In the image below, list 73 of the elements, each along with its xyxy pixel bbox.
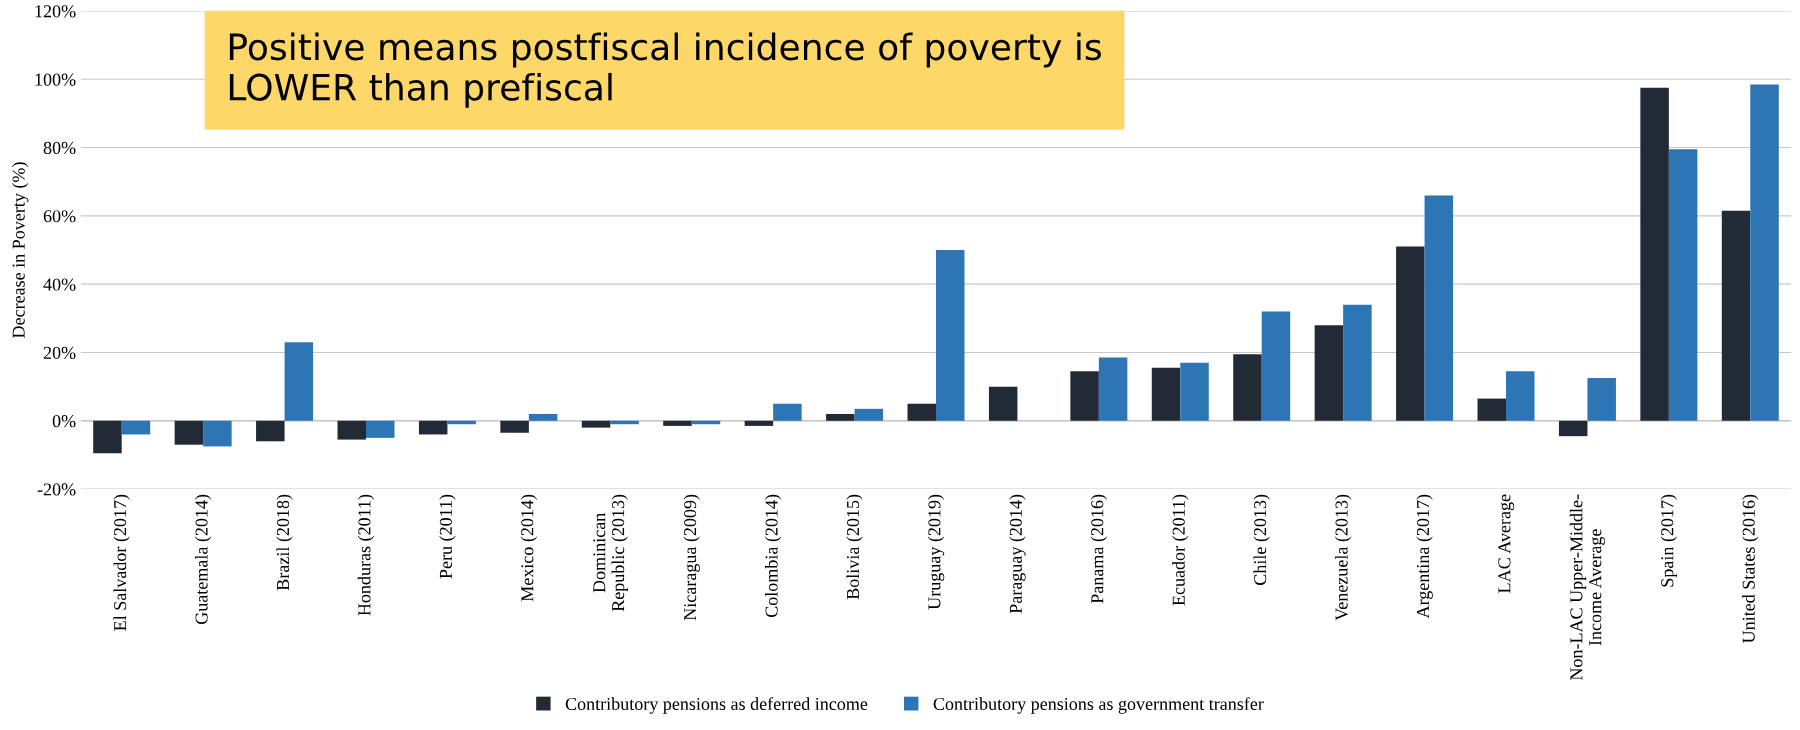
bar	[610, 420, 639, 425]
bar	[1506, 371, 1535, 421]
bar	[1396, 246, 1425, 421]
y-tick-label: 0%	[52, 415, 76, 428]
x-tick-label: Spain (2017)	[1660, 494, 1678, 587]
bar	[936, 250, 965, 421]
bar	[1587, 378, 1616, 421]
bar	[581, 420, 611, 428]
bar	[1151, 367, 1181, 421]
x-tick-label: El Salvador (2017)	[113, 494, 130, 631]
y-tick-label: 120%	[35, 5, 76, 18]
annotation: Positive means postfiscal incidence of poverty is LOWER than prefiscal	[229, 32, 1101, 108]
x-tick-label: Panama (2016)	[1090, 494, 1108, 604]
x-tick-label: Paraguay (2014)	[1009, 494, 1026, 614]
bar	[500, 420, 529, 433]
x-tick-label: Venezuela (2013)	[1334, 494, 1352, 621]
x-tick-label: Brazil (2018)	[276, 494, 293, 591]
bar	[174, 420, 204, 445]
bar	[121, 420, 151, 435]
bar	[988, 386, 1018, 421]
x-tick-label: Nicaragua (2009)	[683, 494, 700, 621]
bar	[1668, 149, 1698, 421]
bar	[1261, 311, 1291, 421]
x-tick-label: Argentina (2017)	[1416, 494, 1433, 619]
legend-label: Contributory pensions as government transfer	[933, 697, 1264, 714]
y-tick-label: 40%	[43, 278, 76, 291]
bar	[418, 420, 448, 435]
bar	[1180, 362, 1209, 421]
bar	[854, 408, 884, 421]
bar	[1640, 87, 1669, 421]
x-tick-label: Honduras (2011)	[357, 494, 375, 616]
bar	[1314, 325, 1344, 421]
bar	[1477, 398, 1506, 421]
y-axis-title: Decrease in Poverty (%)	[12, 162, 29, 338]
bar	[337, 420, 366, 440]
bar	[1098, 357, 1128, 421]
bar	[663, 420, 692, 426]
bar	[366, 420, 395, 438]
x-tick-label: Guatemala (2014)	[194, 494, 212, 625]
x-tick-label: Dominican Republic (2013)	[593, 494, 628, 612]
bar	[284, 342, 314, 421]
bar	[1233, 354, 1262, 421]
bar	[447, 420, 476, 425]
y-tick-label: 60%	[43, 210, 76, 223]
x-tick-label: Chile (2013)	[1253, 494, 1270, 585]
x-tick-label: Ecuador (2011)	[1172, 494, 1189, 606]
x-tick-label: LAC Average	[1498, 494, 1515, 593]
bar	[907, 403, 936, 421]
y-tick-label: 20%	[43, 346, 76, 359]
bar	[528, 413, 558, 421]
y-tick-label: 80%	[43, 141, 76, 155]
bar	[203, 420, 232, 447]
legend-label: Contributory pensions as deferred income	[565, 697, 868, 714]
bar	[93, 420, 122, 454]
y-tick-label: -20%	[37, 483, 76, 496]
y-tick-label: 100%	[35, 73, 76, 86]
bar	[1070, 371, 1099, 421]
bar	[1343, 304, 1372, 421]
bar	[256, 420, 285, 442]
x-tick-label: Bolivia (2015)	[846, 494, 863, 600]
x-tick-label: Uruguay (2019)	[927, 494, 945, 610]
x-tick-label: United States (2016)	[1742, 494, 1759, 644]
x-tick-label: Peru (2011)	[439, 494, 456, 579]
bar	[1721, 210, 1751, 421]
bar	[1558, 420, 1588, 437]
bar	[1424, 195, 1454, 421]
bar	[744, 420, 774, 426]
x-tick-label: Non-LAC Upper-Middle- Income Average	[1569, 494, 1606, 681]
x-tick-label: Mexico (2014)	[520, 494, 538, 602]
bar	[773, 403, 802, 421]
bar	[1750, 84, 1779, 421]
x-tick-label: Colombia (2014)	[764, 494, 782, 618]
bar	[826, 413, 855, 421]
